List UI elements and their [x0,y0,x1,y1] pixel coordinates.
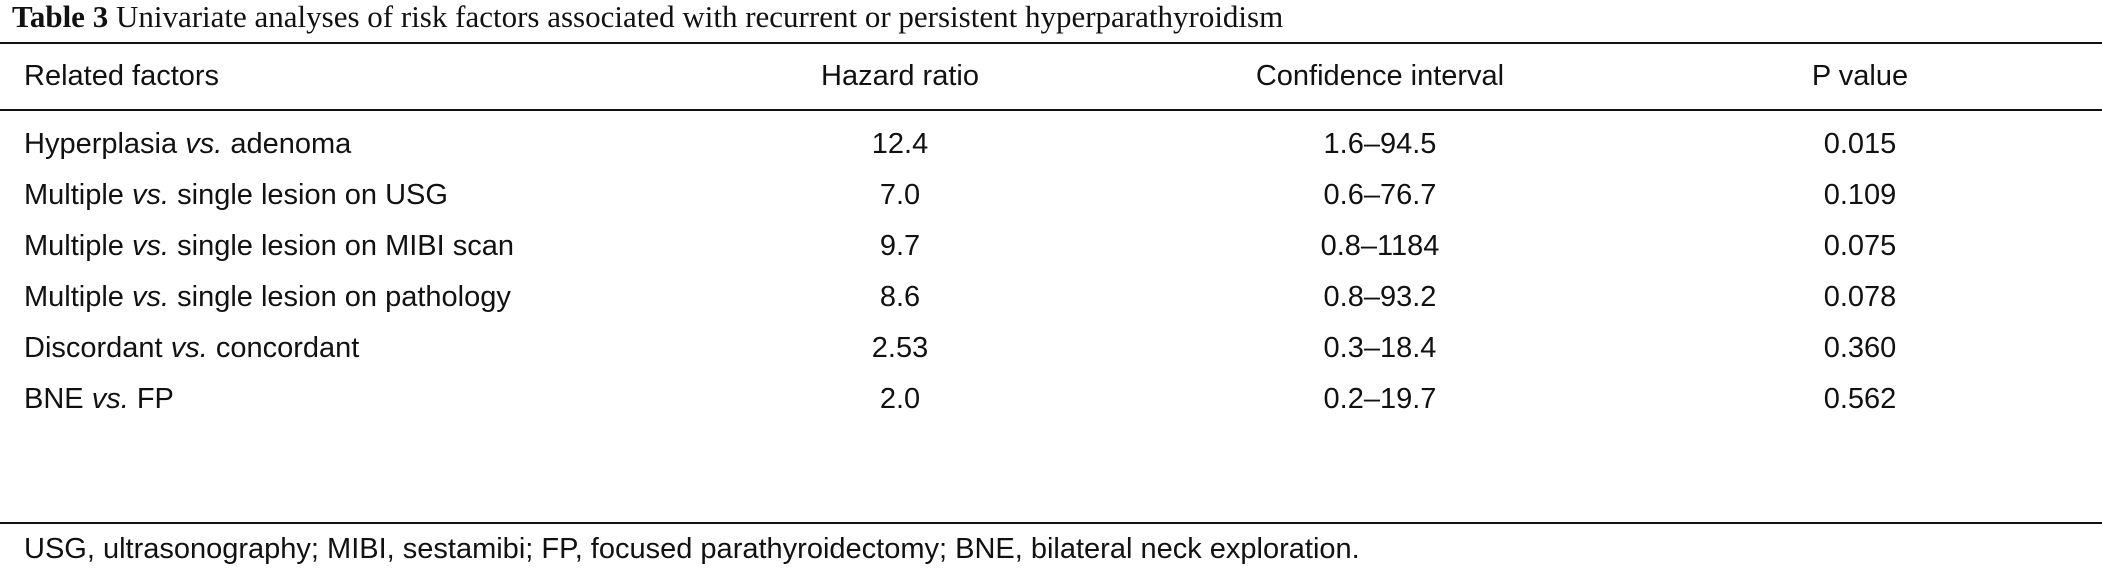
factor-vs: vs. [185,128,223,160]
factor-vs: vs. [170,332,208,364]
factor-a: Discordant [24,332,163,364]
factor-b: single lesion on USG [177,179,448,211]
cell-confidence-interval: 0.3–18.4 [1323,332,1437,364]
cell-p-value: 0.078 [1823,281,1897,313]
cell-related-factor: Multiple vs. single lesion on USG [24,170,448,220]
factor-b: FP [136,383,174,415]
header-confidence-interval: Confidence interval [1255,60,1505,92]
factor-b: concordant [215,332,360,364]
cell-confidence-interval: 0.8–1184 [1320,230,1440,262]
cell-hazard-ratio: 2.0 [879,383,921,415]
table-row: Discordant vs. concordant 2.53 0.3–18.4 0.3… [0,323,2102,373]
factor-vs: vs. [132,230,170,262]
cell-confidence-interval: 0.2–19.7 [1323,383,1437,415]
cell-hazard-ratio: 12.4 [871,128,929,160]
table-bottom-rule [0,522,2102,524]
factor-a: Hyperplasia [24,128,178,160]
factor-a: BNE [24,383,84,415]
table-caption-text: Univariate analyses of risk factors asso… [115,0,1284,34]
table-header-row: Related factors Hazard ratio Confidence … [0,51,2102,101]
cell-related-factor: Multiple vs. single lesion on MIBI scan [24,221,514,271]
table-top-rule [0,42,2102,44]
table-row: BNE vs. FP 2.0 0.2–19.7 0.562 [0,374,2102,424]
table-caption-label: Table 3 [12,0,109,34]
factor-a: Multiple [24,230,124,262]
header-related-factors: Related factors [24,60,220,92]
table-row: Multiple vs. single lesion on MIBI scan 9… [0,221,2102,271]
cell-hazard-ratio: 2.53 [871,332,929,364]
factor-vs: vs. [91,383,129,415]
cell-related-factor: BNE vs. FP [24,374,174,424]
factor-b: single lesion on pathology [177,281,511,313]
factor-vs: vs. [132,179,170,211]
cell-hazard-ratio: 7.0 [879,179,921,211]
factor-b: adenoma [230,128,352,160]
cell-related-factor: Multiple vs. single lesion on pathology [24,272,511,322]
factor-a: Multiple [24,179,124,211]
table-row: Multiple vs. single lesion on pathology 8… [0,272,2102,322]
header-p-value: P value [1811,60,1909,92]
cell-confidence-interval: 1.6–94.5 [1323,128,1437,160]
cell-p-value: 0.109 [1823,179,1897,211]
cell-related-factor: Hyperplasia vs. adenoma [24,119,351,169]
table-caption: Table 3 Univariate analyses of risk fact… [12,0,1283,38]
cell-hazard-ratio: 9.7 [879,230,921,262]
header-hazard-ratio: Hazard ratio [821,60,979,92]
table-row: Multiple vs. single lesion on USG 7.0 0.6–… [0,170,2102,220]
cell-p-value: 0.015 [1823,128,1897,160]
cell-confidence-interval: 0.8–93.2 [1323,281,1437,313]
cell-hazard-ratio: 8.6 [879,281,921,313]
table-header-rule [0,109,2102,111]
cell-p-value: 0.360 [1823,332,1897,364]
cell-p-value: 0.075 [1823,230,1897,262]
factor-vs: vs. [132,281,170,313]
cell-related-factor: Discordant vs. concordant [24,323,359,373]
table-footnote: USG, ultrasonography; MIBI, sestamibi; F… [24,533,1360,565]
cell-confidence-interval: 0.6–76.7 [1323,179,1437,211]
factor-b: single lesion on MIBI scan [177,230,515,262]
table-row: Hyperplasia vs. adenoma 12.4 1.6–94.5 0.015 [0,119,2102,169]
cell-p-value: 0.562 [1823,383,1897,415]
factor-a: Multiple [24,281,124,313]
